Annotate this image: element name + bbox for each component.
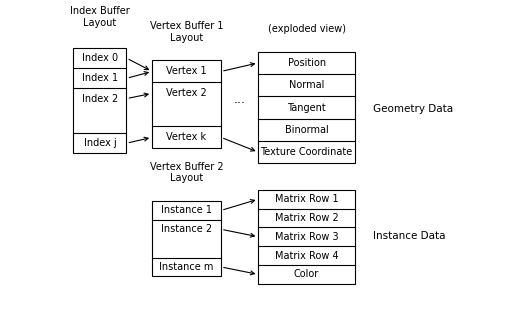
Text: Vertex 1: Vertex 1 [166, 67, 207, 76]
Text: Instance 1: Instance 1 [161, 205, 212, 215]
Text: Vertex 2: Vertex 2 [166, 88, 207, 98]
Text: Binormal: Binormal [285, 125, 329, 135]
Text: Matrix Row 1: Matrix Row 1 [275, 194, 338, 204]
Bar [259, 52, 355, 163]
Text: Index 0: Index 0 [82, 53, 118, 63]
Text: Position: Position [288, 58, 326, 68]
Text: Index 1: Index 1 [82, 73, 118, 83]
Text: Geometry Data: Geometry Data [372, 104, 453, 114]
Text: Color: Color [294, 270, 319, 279]
Text: Matrix Row 4: Matrix Row 4 [275, 251, 338, 260]
Text: Matrix Row 3: Matrix Row 3 [275, 232, 338, 242]
Bar [152, 60, 221, 148]
Text: ...: ... [234, 93, 246, 106]
Text: Index j: Index j [83, 138, 116, 148]
Text: Vertex k: Vertex k [167, 132, 207, 142]
Text: Normal: Normal [289, 80, 324, 90]
Bar [152, 201, 221, 276]
Text: Tangent: Tangent [287, 102, 326, 112]
Text: (exploded view): (exploded view) [268, 24, 345, 34]
Text: Index 2: Index 2 [82, 94, 118, 104]
Text: Vertex Buffer 1
Layout: Vertex Buffer 1 Layout [150, 21, 224, 43]
Text: Instance m: Instance m [160, 262, 214, 272]
Text: Vertex Buffer 2
Layout: Vertex Buffer 2 Layout [150, 162, 224, 184]
Text: Instance 2: Instance 2 [161, 224, 212, 234]
Text: Texture Coordinate: Texture Coordinate [261, 147, 353, 157]
Text: Matrix Row 2: Matrix Row 2 [275, 213, 338, 223]
Bar [259, 190, 355, 284]
Text: Index Buffer
Layout: Index Buffer Layout [70, 6, 130, 28]
Text: Instance Data: Instance Data [372, 231, 445, 241]
Bar [73, 48, 126, 153]
